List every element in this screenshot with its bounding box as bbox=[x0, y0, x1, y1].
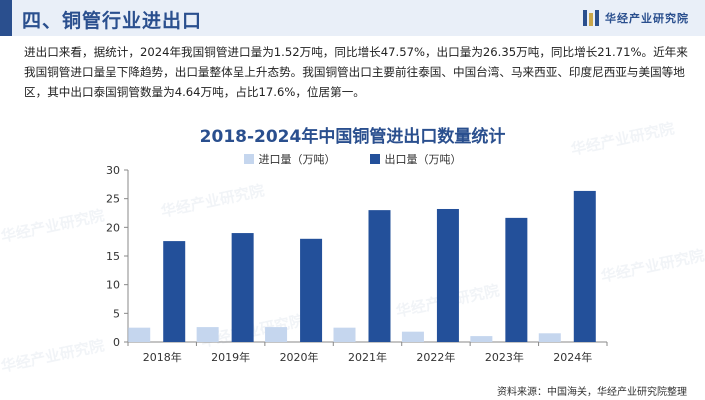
x-tick-label: 2022年 bbox=[416, 350, 455, 364]
y-tick-label: 15 bbox=[106, 250, 120, 263]
brand: 华经产业研究院 bbox=[583, 10, 689, 26]
chart-legend: 进口量（万吨） 出口量（万吨） bbox=[0, 151, 705, 167]
bar-import bbox=[196, 327, 219, 342]
x-tick-label: 2021年 bbox=[348, 350, 387, 364]
bar-import bbox=[470, 336, 493, 342]
bar-import bbox=[128, 327, 151, 342]
y-tick-label: 0 bbox=[113, 336, 120, 349]
bar-export bbox=[300, 238, 323, 342]
brand-name: 华经产业研究院 bbox=[605, 12, 689, 25]
x-tick-label: 2023年 bbox=[485, 350, 524, 364]
intro-paragraph: 进出口来看，据统计，2024年我国铜管进口量为1.52万吨，同比增长47.57%… bbox=[24, 45, 688, 99]
legend-swatch-import bbox=[243, 154, 254, 164]
legend-label-import: 进口量（万吨） bbox=[258, 153, 336, 166]
source-note: 资料来源：中国海关，华经产业研究院整理 bbox=[497, 387, 687, 398]
section-title: 四、铜管行业进出口 bbox=[22, 10, 203, 32]
x-tick-label: 2019年 bbox=[211, 350, 250, 364]
bar-import bbox=[401, 331, 424, 342]
bar-export bbox=[436, 208, 459, 342]
x-tick-label: 2024年 bbox=[553, 350, 592, 364]
bar-export bbox=[505, 217, 528, 342]
legend-item-import: 进口量（万吨） bbox=[243, 151, 336, 167]
header-accent-bar bbox=[0, 0, 12, 36]
bar-export bbox=[231, 233, 254, 342]
y-tick-label: 25 bbox=[106, 193, 120, 206]
bar-export bbox=[368, 210, 391, 342]
y-tick-label: 10 bbox=[106, 279, 120, 292]
bar-import bbox=[333, 327, 356, 342]
bar-export bbox=[163, 241, 186, 342]
legend-swatch-export bbox=[369, 154, 380, 164]
bar-import bbox=[265, 327, 288, 342]
bar-export bbox=[573, 190, 596, 342]
y-tick-label: 30 bbox=[106, 164, 120, 177]
chart-title: 2018-2024年中国铜管进出口数量统计 bbox=[199, 127, 506, 147]
y-tick-label: 5 bbox=[113, 307, 120, 320]
section-header: 四、铜管行业进出口 华经产业研究院 bbox=[0, 0, 705, 36]
bar-import bbox=[538, 333, 561, 342]
legend-label-export: 出口量（万吨） bbox=[384, 153, 462, 166]
x-tick-label: 2018年 bbox=[143, 350, 182, 364]
legend-item-export: 出口量（万吨） bbox=[369, 151, 462, 167]
brand-logo-icon bbox=[583, 10, 599, 26]
y-tick-label: 20 bbox=[106, 221, 120, 234]
x-tick-label: 2020年 bbox=[280, 350, 319, 364]
